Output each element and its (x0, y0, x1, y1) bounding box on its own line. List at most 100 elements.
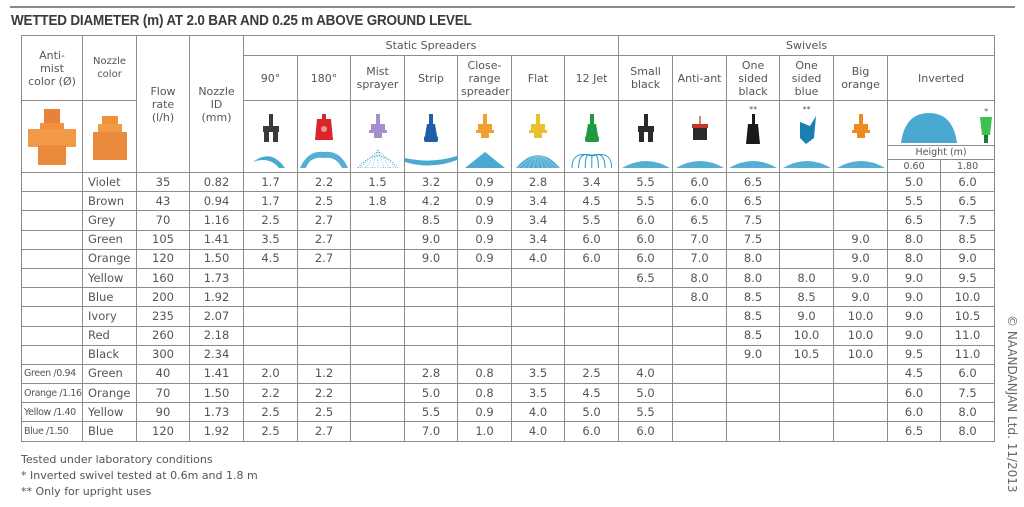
footnote-mark: ** (749, 104, 758, 114)
value-cell: 0.9 (457, 229, 512, 250)
value-cell: 3.4 (511, 229, 565, 250)
value-cell (672, 306, 728, 327)
value-cell (243, 287, 298, 308)
value-cell (511, 306, 565, 327)
value-cell (618, 306, 674, 327)
value-cell (726, 421, 781, 442)
value-cell: 1.41 (189, 229, 244, 250)
value-cell (243, 306, 298, 327)
value-cell: 3.4 (511, 210, 565, 231)
value-cell: 4.5 (563, 191, 620, 212)
value-cell (672, 383, 728, 404)
value-cell: 9.0 (833, 229, 889, 250)
header-static-spreaders: Static Spreaders (242, 35, 620, 56)
footnote-mark (513, 106, 564, 114)
value-cell: 2.5 (297, 191, 351, 212)
value-cell: 0.9 (457, 248, 512, 269)
value-cell (563, 287, 620, 308)
value-cell: 1.2 (297, 363, 351, 385)
value-cell: 6.0 (940, 363, 996, 385)
value-cell: 105 (136, 229, 190, 250)
nozzle-90-icon (262, 113, 279, 142)
anti-ant-swivel-icon (691, 115, 708, 140)
value-cell (511, 325, 565, 346)
value-cell: 1.50 (189, 248, 244, 269)
value-cell (297, 287, 351, 308)
value-cell: 9.0 (887, 287, 942, 308)
value-cell: 4.5 (887, 363, 942, 385)
value-cell: 35 (136, 171, 190, 193)
value-cell (779, 171, 835, 193)
value-cell: 9.0 (779, 306, 835, 327)
value-cell: 2.2 (297, 383, 351, 404)
value-cell: 2.2 (243, 383, 298, 404)
nozzle-part-icon (92, 115, 127, 160)
value-cell: 10.5 (940, 306, 996, 327)
mist-sprayer-icon (368, 113, 387, 138)
value-cell: 1.7 (243, 191, 298, 212)
value-cell (243, 344, 298, 365)
anti-mist-cell (21, 344, 83, 365)
header-anti-mist: Anti-mist color (Ø) (21, 35, 83, 101)
header-product-12-jet: 12 Jet (563, 55, 620, 101)
spray-pattern-icon (675, 160, 724, 168)
value-cell (779, 421, 835, 442)
value-cell: 2.5 (563, 363, 620, 385)
page-title: WETTED DIAMETER (m) AT 2.0 BAR AND 0.25 … (11, 13, 472, 29)
value-cell (726, 383, 781, 404)
value-cell (672, 402, 728, 423)
note: * Inverted swivel tested at 0.6m and 1.8… (21, 469, 258, 482)
anti-mist-cell (21, 229, 83, 250)
value-cell: 1.8 (350, 191, 405, 212)
value-cell (404, 267, 458, 289)
value-cell: 5.0 (618, 383, 674, 404)
value-cell: 8.5 (726, 287, 781, 308)
value-cell: 8.5 (940, 229, 996, 250)
value-cell (779, 248, 835, 269)
anti-mist-cell (21, 306, 83, 327)
value-cell: 90 (136, 402, 190, 423)
value-cell: 1.5 (350, 171, 405, 193)
footnote-mark (406, 106, 457, 114)
product-image (297, 100, 351, 173)
value-cell: 6.0 (563, 421, 620, 442)
value-cell: 1.0 (457, 421, 512, 442)
value-cell: 7.0 (404, 421, 458, 442)
value-cell (350, 363, 405, 385)
anti-mist-part-icon (28, 108, 76, 165)
value-cell (672, 421, 728, 442)
value-cell: 9.0 (887, 325, 942, 346)
header-product-small-black: Small black (618, 55, 674, 101)
value-cell: 9.0 (940, 248, 996, 269)
header-product-one-sided-blue: One sided blue (779, 55, 835, 101)
value-cell: 2.2 (297, 171, 351, 193)
value-cell: 3.5 (243, 229, 298, 250)
value-cell: 1.92 (189, 421, 244, 442)
table-row: Grey 70 1.16 2.5 2.7 8.5 0.9 3.4 5.5 6.0 6.5 7.5 6.5… (21, 210, 996, 231)
value-cell (297, 267, 351, 289)
value-cell: 120 (136, 248, 190, 269)
anti-mist-cell (21, 267, 83, 289)
value-cell (350, 267, 405, 289)
one-sided-blue-swivel-icon (799, 115, 816, 144)
product-image (457, 100, 512, 173)
value-cell: 7.0 (672, 248, 728, 269)
value-cell (404, 344, 458, 365)
top-rule (10, 6, 1015, 8)
value-cell: 6.5 (887, 421, 942, 442)
small-black-swivel-icon (637, 113, 654, 142)
value-cell (833, 363, 889, 385)
product-image (511, 100, 565, 173)
header-swivels: Swivels (618, 35, 996, 56)
table-row: Green 105 1.41 3.5 2.7 9.0 0.9 3.4 6.0 6.0 7.0 7.5 9… (21, 229, 996, 250)
value-cell: 3.4 (511, 191, 565, 212)
value-cell (779, 210, 835, 231)
value-cell (779, 191, 835, 212)
value-cell: 2.7 (297, 421, 351, 442)
value-cell: 7.0 (672, 229, 728, 250)
value-cell: 3.5 (511, 383, 565, 404)
header-product-anti-ant: Anti-ant (672, 55, 728, 101)
value-cell: 1.73 (189, 267, 244, 289)
value-cell: 7.5 (726, 210, 781, 231)
value-cell (726, 363, 781, 385)
